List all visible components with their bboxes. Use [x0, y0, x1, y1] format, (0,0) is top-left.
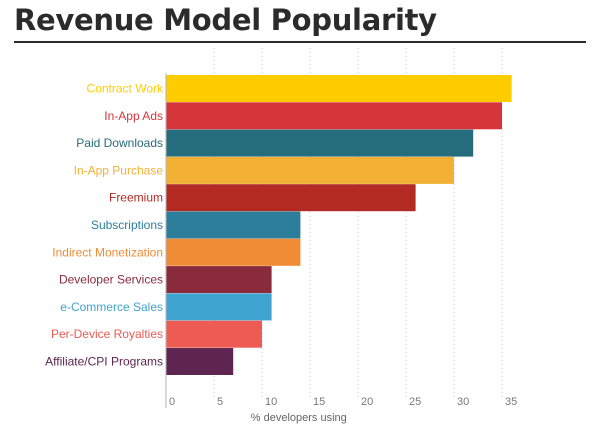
x-tick-label-10: 10 — [265, 396, 277, 408]
category-label-paid-downloads: Paid Downloads — [76, 136, 163, 150]
category-label-developer-services: Developer Services — [59, 273, 163, 287]
bar-developer-services — [166, 266, 272, 294]
bar-contract-work — [166, 75, 512, 102]
category-label-in-app-purchase: In-App Purchase — [74, 163, 164, 177]
x-axis-label: % developers using — [251, 412, 347, 424]
x-tick-label-25: 25 — [409, 396, 421, 408]
category-label-indirect-monetization: Indirect Monetization — [52, 245, 163, 259]
bar-paid-downloads — [166, 129, 474, 157]
x-tick-label-20: 20 — [361, 396, 373, 408]
category-label-e-commerce-sales: e-Commerce Sales — [60, 300, 163, 314]
category-label-contract-work: Contract Work — [87, 82, 164, 96]
category-label-per-device-royalties: Per-Device Royalties — [51, 327, 163, 341]
title-underline — [14, 41, 586, 43]
category-label-freemium: Freemium — [109, 191, 163, 205]
x-tick-label-15: 15 — [313, 396, 325, 408]
bar-freemium — [166, 184, 416, 212]
bar-affiliate-cpi-programs — [166, 348, 234, 375]
x-tick-label-35: 35 — [505, 396, 517, 408]
bar-in-app-ads — [166, 102, 502, 130]
bars — [166, 75, 512, 375]
bar-subscriptions — [166, 211, 301, 239]
category-label-affiliate-cpi-programs: Affiliate/CPI Programs — [45, 355, 163, 369]
category-label-in-app-ads: In-App Ads — [104, 109, 163, 123]
x-tick-label-0: 0 — [169, 396, 175, 408]
x-tick-label-5: 5 — [217, 396, 223, 408]
bar-in-app-purchase — [166, 156, 454, 184]
x-axis-ticks: 0 5 10 15 20 25 30 35 — [169, 396, 517, 408]
category-labels: Contract Work In-App Ads Paid Downloads In-… — [45, 82, 164, 369]
x-tick-label-30: 30 — [457, 396, 469, 408]
bar-per-device-royalties — [166, 320, 262, 348]
bar-e-commerce-sales — [166, 293, 272, 321]
bar-indirect-monetization — [166, 238, 301, 266]
category-label-subscriptions: Subscriptions — [91, 218, 163, 232]
chart-title: Revenue Model Popularity — [14, 3, 437, 37]
